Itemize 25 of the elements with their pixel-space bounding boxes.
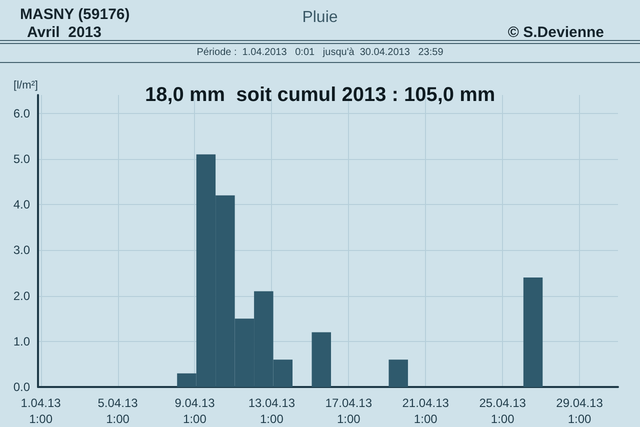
text: MASNY (59176) bbox=[20, 6, 130, 23]
y-tick-label: 5.0 bbox=[13, 152, 30, 166]
y-tick-label: 0.0 bbox=[13, 380, 30, 394]
y-tick-label: 3.0 bbox=[13, 243, 30, 258]
text: Avril 2013 bbox=[27, 24, 102, 41]
x-tick-label: 13.04.13 1:00 bbox=[248, 396, 296, 426]
x-tick-label: 25.04.13 1:00 bbox=[479, 396, 526, 426]
x-tick-label: 5.04.13 1:00 bbox=[98, 396, 138, 426]
text: © S.Devienne bbox=[508, 24, 604, 41]
y-tick-label: 4.0 bbox=[13, 198, 30, 212]
bar bbox=[388, 360, 408, 387]
x-tick-label: 17.04.13 1:00 bbox=[325, 396, 372, 426]
bar bbox=[523, 278, 543, 387]
chart-subtitle: Période : 1.04.2013 0:01 jusqu'à 30.04.2013 23:59 bbox=[196, 47, 444, 58]
annotation: 18,0 mm soit cumul 2013 : 105,0 mm bbox=[145, 84, 496, 107]
x-tick-label: 1.04.13 1:00 bbox=[20, 396, 62, 426]
x-tick-label: 21.04.13 1:00 bbox=[402, 396, 450, 426]
bar bbox=[312, 332, 332, 387]
y-axis-title: [l/m²] bbox=[14, 80, 38, 92]
x-tick-label: 29.04.13 1:00 bbox=[556, 396, 604, 426]
y-tick-label: 1.0 bbox=[13, 334, 30, 348]
y-tick-label: 6.0 bbox=[13, 106, 30, 120]
chart-title: Pluie bbox=[302, 9, 338, 26]
y-tick-label: 2.0 bbox=[13, 288, 30, 303]
x-tick-label: 9.04.13 1:00 bbox=[174, 396, 216, 426]
